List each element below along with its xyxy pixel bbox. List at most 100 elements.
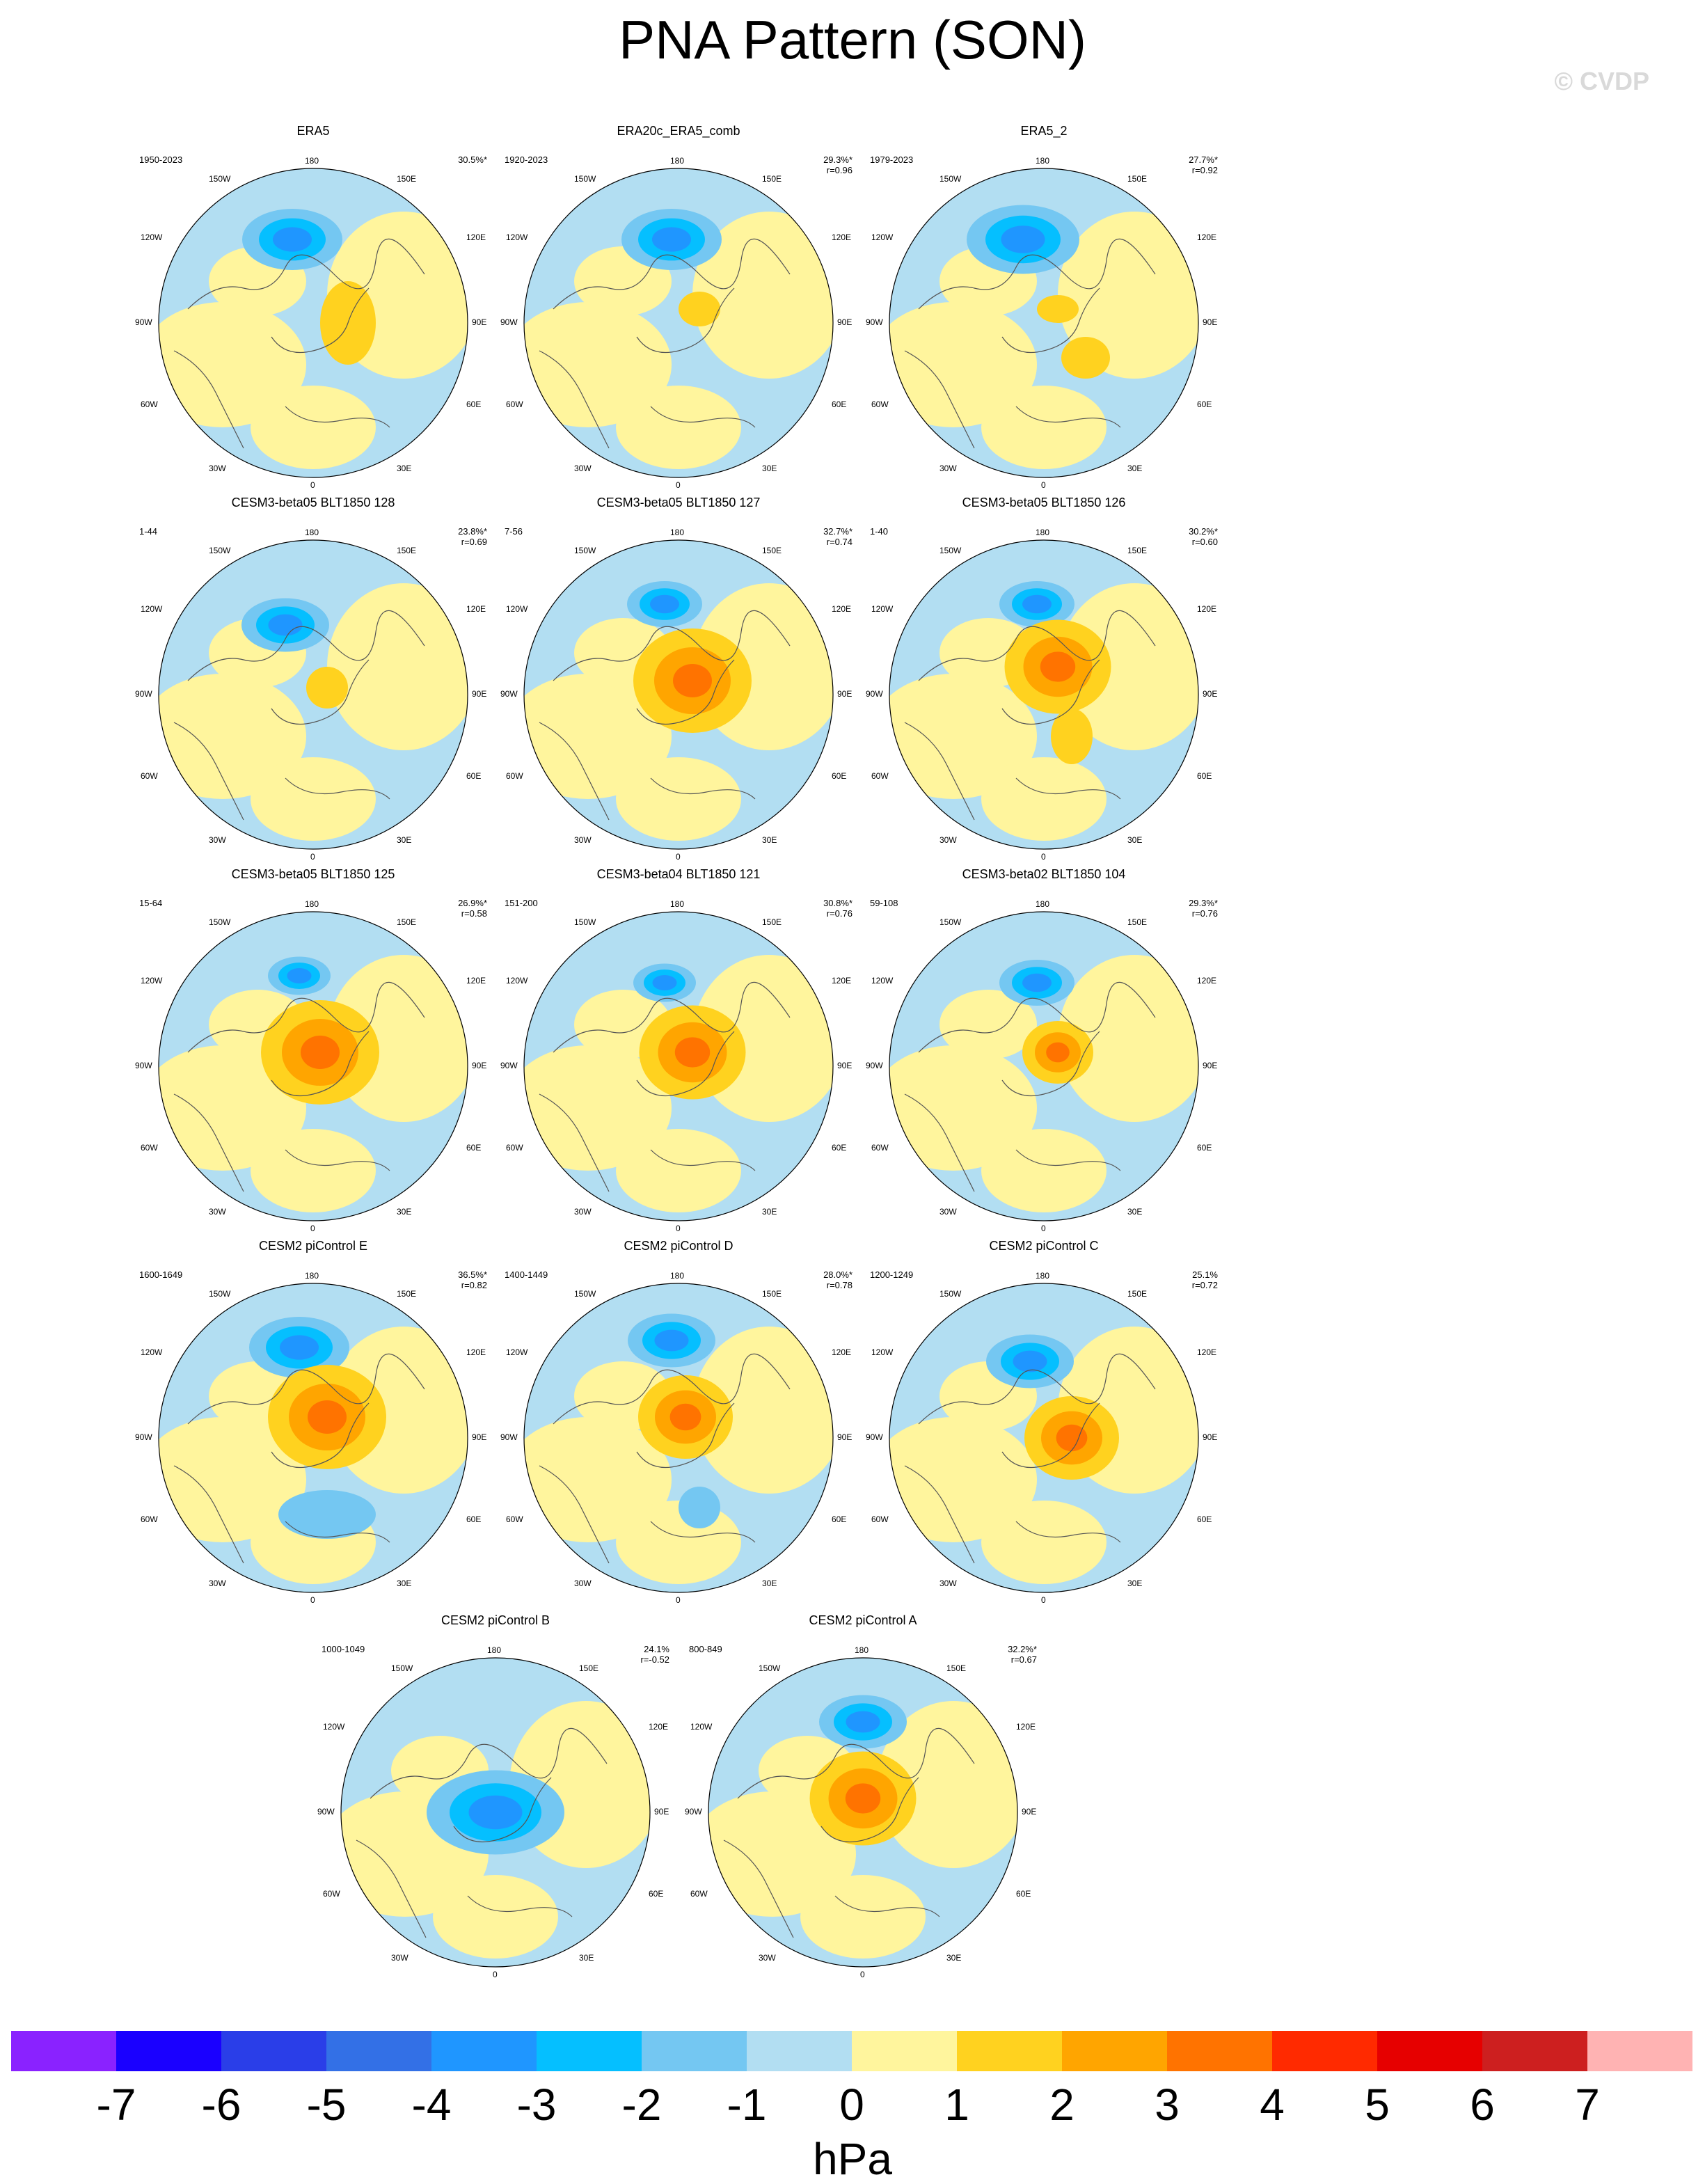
anomaly-contour [1058,955,1198,1122]
colorbar-swatch [852,2031,957,2071]
panel-variance: 23.8%* r=0.69 [458,526,487,547]
map-boundary [889,539,1199,850]
longitude-label: 30E [762,464,777,473]
colorbar-ticks: -7 -6 -5 -4 -3 -2 -1 0 1 2 3 4 5 6 7 [0,2082,1705,2131]
longitude-label: 60E [832,399,847,409]
colorbar-tick-label: -2 [621,2080,662,2130]
longitude-label: 90E [472,689,487,699]
longitude-label: 90W [135,689,152,699]
longitude-label: 120E [466,976,486,986]
longitude-label: 90W [685,1807,702,1817]
anomaly-contour [306,667,348,709]
colorbar-swatch [326,2031,431,2071]
colorbar-tick-label: -5 [306,2080,347,2130]
panel-years: 1920-2023 [505,155,548,165]
longitude-label: 60W [506,399,523,409]
longitude-label: 120E [1197,232,1217,242]
panel-correlation: r=0.69 [461,537,487,547]
anomaly-contour [524,1417,672,1542]
longitude-label: 120E [466,1347,486,1357]
map-boundary [523,1283,834,1593]
colorbar-tick-label: -4 [411,2080,452,2130]
panel-title: CESM2 piControl C [989,1239,1099,1253]
panel-variance: 24.1% r=-0.52 [640,1644,669,1665]
map-boundary [158,168,468,478]
anomaly-contour [1037,295,1079,323]
anomaly-contour [251,757,376,841]
coastline [904,1353,1156,1564]
longitude-label: 120E [832,232,852,242]
anomaly-contour [1051,709,1093,764]
anomaly-contour [654,1329,689,1352]
panel-correlation: r=0.76 [826,908,852,919]
longitude-label: 60W [141,1143,158,1153]
longitude-label: 120E [1016,1722,1036,1732]
longitude-label: 180 [305,156,319,166]
longitude-label: 150W [939,174,962,184]
longitude-label: 150E [762,174,782,184]
polar-map [158,1283,468,1593]
anomaly-contour [1058,583,1198,750]
longitude-label: 60W [506,1514,523,1524]
longitude-label: 180 [670,1271,685,1281]
panel-percent: 30.8%* [823,898,852,908]
colorbar-tick-label: 2 [1049,2080,1074,2130]
map-boundary [523,539,834,850]
panel-years: 800-849 [689,1644,722,1654]
colorbar-swatch [1587,2031,1692,2071]
panel-correlation: r=0.74 [826,537,852,547]
longitude-label: 120W [141,1347,163,1357]
polar-map [158,168,468,478]
longitude-label: 60E [466,1143,482,1153]
longitude-label: 150W [574,1289,596,1299]
longitude-label: 90E [1203,1061,1218,1070]
longitude-label: 30E [762,835,777,845]
longitude-label: 120W [141,232,163,242]
polar-map [889,911,1199,1221]
longitude-label: 120E [832,976,852,986]
longitude-label: 90E [1022,1807,1037,1817]
anomaly-contour [159,674,306,799]
anomaly-contour [981,757,1107,841]
longitude-label: 0 [676,1224,681,1233]
longitude-label: 150W [574,917,596,927]
longitude-label: 0 [310,852,315,862]
panel-percent: 29.3%* [1189,898,1218,908]
colorbar-tick-label: 0 [839,2080,864,2130]
map-boundary [158,539,468,850]
panel-percent: 25.1% [1192,1269,1218,1280]
panel-variance: 30.2%* r=0.60 [1189,526,1218,547]
longitude-label: 150W [209,1289,231,1299]
longitude-label: 60W [141,1514,158,1524]
panel-correlation: r=0.82 [461,1280,487,1290]
longitude-label: 150E [1127,174,1148,184]
longitude-label: 120E [1197,604,1217,614]
coastline [539,610,791,821]
longitude-label: 120W [506,232,528,242]
map-boundary [708,1657,1018,1968]
longitude-label: 120E [832,604,852,614]
map-panel: CESM3-beta02 BLT1850 104 59-108 29.3%* r=0.… [866,867,1218,1233]
longitude-label: 30W [391,1953,409,1963]
longitude-label: 150E [397,917,417,927]
longitude-label: 30E [946,1953,962,1963]
colorbar-swatch [1167,2031,1272,2071]
longitude-label: 60W [871,1143,889,1153]
longitude-label: 150W [574,546,596,555]
map-panel: ERA5 1950-2023 30.5%* 180 0 90W 90E 150W 120W 150… [135,124,487,490]
panel-years: 15-64 [139,898,163,908]
panel-variance: 26.9%* r=0.58 [458,898,487,919]
anomaly-contour [1040,651,1076,682]
longitude-label: 150E [579,1663,599,1673]
panel-percent: 26.9%* [458,898,487,908]
anomaly-contour [692,212,833,379]
map-boundary [523,911,834,1221]
panel-correlation: r=-0.52 [640,1654,669,1665]
polar-map [523,1283,834,1593]
anomaly-contour [650,594,679,614]
longitude-label: 90W [317,1807,335,1817]
longitude-label: 0 [310,480,315,490]
longitude-label: 60W [690,1889,708,1899]
panel-correlation: r=0.76 [1191,908,1218,919]
longitude-label: 180 [305,1271,319,1281]
